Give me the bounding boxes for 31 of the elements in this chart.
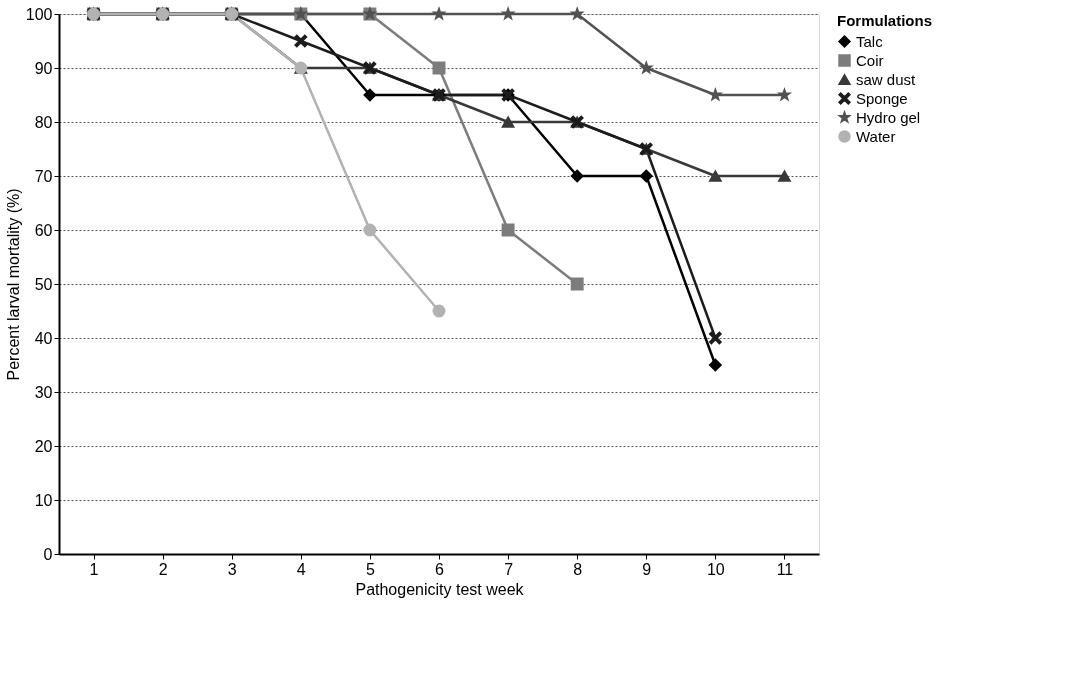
x-tick-label: 3 [227,560,237,578]
legend-label: Talc [856,32,884,50]
x-tick-label: 9 [642,560,652,578]
y-tick-label: 10 [34,491,53,509]
x-tick-label: 4 [296,560,306,578]
x-axis-title: Pathogenicity test week [355,580,525,598]
y-tick-label: 30 [34,383,53,401]
legend-title: Formulations [837,12,933,29]
x-tick-label: 10 [706,560,725,578]
x-tick-label: 6 [435,560,445,578]
y-axis-title: Percent larval mortality (%) [4,188,22,381]
x-tick-label: 8 [573,560,583,578]
x-tick-label: 5 [365,560,375,578]
x-tick-label: 11 [776,560,794,578]
legend-label: saw dust [856,70,917,88]
y-tick-label: 0 [43,545,53,563]
legend-label: Coir [856,51,884,69]
x-tick-label: 7 [504,560,514,578]
x-tick-label: 1 [89,560,99,578]
y-tick-label: 40 [34,329,53,347]
y-tick-label: 20 [34,437,53,455]
y-tick-label: 80 [34,113,53,131]
legend-label: Hydro gel [856,108,921,126]
y-tick-label: 50 [34,275,53,293]
y-tick-label: 100 [25,5,53,23]
y-tick-label: 60 [34,221,53,239]
x-tick-label: 2 [158,560,168,578]
legend-label: Sponge [856,89,908,107]
legend-label: Water [856,127,896,145]
y-tick-label: 90 [34,59,53,77]
y-tick-label: 70 [34,167,53,185]
